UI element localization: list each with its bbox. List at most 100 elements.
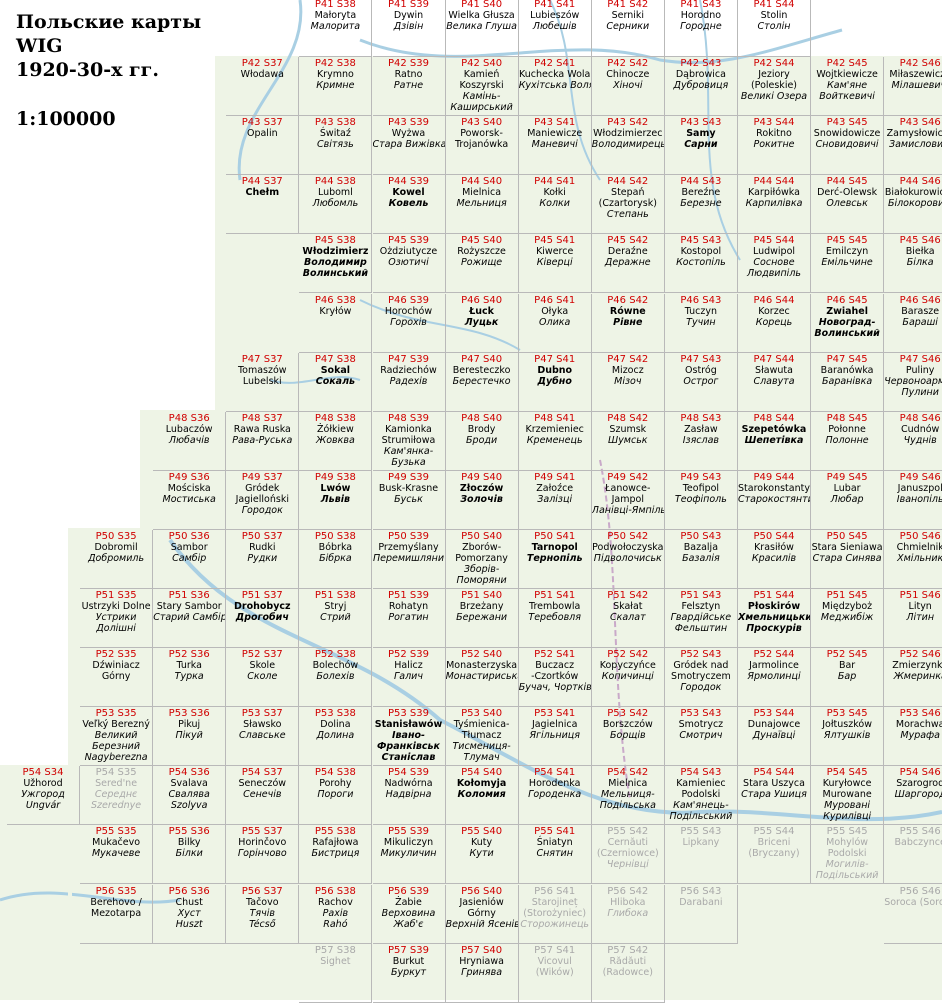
map-sheet-p46-s42[interactable]: P46 S42 Równe Рівне [591, 293, 665, 353]
map-sheet-p47-s44[interactable]: P47 S44 Sławuta Славута [738, 352, 811, 412]
map-sheet-p43-s37[interactable]: P43 S37 Opalin [226, 116, 300, 176]
map-sheet-p54-s34[interactable]: P54 S34 Užhorod Ужгород Ungvár [7, 766, 80, 826]
map-sheet-p46-s39[interactable]: P46 S39 Horochów Горохів [372, 293, 446, 353]
map-sheet-p54-s40[interactable]: P54 S40 Kołomyja Коломия [445, 766, 519, 826]
map-sheet-p54-s36[interactable]: P54 S36 Svalava Свалява Szolyva [153, 766, 227, 826]
map-sheet-p52-s35[interactable]: P52 S35 Dźwiniacz Górny [80, 648, 154, 708]
map-sheet-p54-s38[interactable]: P54 S38 Porohy Пороги [299, 766, 373, 826]
map-sheet-p51-s35[interactable]: P51 S35 Ustrzyki Dolne Устрики Долішні [80, 589, 154, 648]
map-sheet-p56-s40[interactable]: P56 S40 Jasieniów Górny Верхній Ясенів [445, 884, 519, 944]
map-sheet-p43-s39[interactable]: P43 S39 Wyżwa Стара Вижівка [372, 116, 446, 176]
map-sheet-p51-s40[interactable]: P51 S40 Brzeżany Бережани [445, 589, 519, 648]
map-sheet-p57-s40[interactable]: P57 S40 Hryniawa Гринява [445, 943, 519, 1003]
map-sheet-p52-s42[interactable]: P52 S42 Kopyczyńce Копичинці [591, 648, 665, 708]
map-sheet-p53-s38[interactable]: P53 S38 Dolina Долина [299, 707, 373, 767]
map-sheet-p48-s37[interactable]: P48 S37 Rawa Ruska Рава-Руська [226, 411, 300, 471]
map-sheet-p46-s40[interactable]: P46 S40 Łuck Луцьк [445, 293, 519, 353]
map-sheet-p52-s38[interactable]: P52 S38 Bolechów Болехів [299, 648, 373, 708]
map-sheet-p47-s42[interactable]: P47 S42 Mizocz Мізоч [591, 352, 665, 412]
map-sheet-p44-s41[interactable]: P44 S41 Kołki Колки [518, 175, 592, 235]
map-sheet-p54-s42[interactable]: P54 S42 Mielnica Мельниця- Подільська [591, 766, 665, 826]
map-sheet-p48-s46[interactable]: P48 S46 Cudnów Чуднів [884, 412, 942, 471]
map-sheet-p45-s42[interactable]: P45 S42 Deraźne Деражне [591, 234, 665, 294]
map-sheet-p49-s46[interactable]: P49 S46 Januszpol Іванопіль [884, 471, 942, 530]
map-sheet-p42-s45[interactable]: P42 S45 Wojtkiewicze Кам'яне Войткевичі [811, 57, 885, 117]
map-sheet-p43-s46[interactable]: P43 S46ZamysłowiczeЗамисловичі [884, 116, 942, 176]
map-sheet-p48-s45[interactable]: P48 S45 Połonne Полонне [811, 411, 885, 471]
map-sheet-p54-s35[interactable]: P54 S35 Sered'ne Середнє Szerednye [80, 766, 154, 826]
map-sheet-p50-s37[interactable]: P50 S37 Rudki Рудки [226, 529, 300, 589]
map-sheet-p41-s39[interactable]: P41 S39 Dywin Дзівін [372, 0, 446, 57]
map-sheet-p53-s45[interactable]: P53 S45 Jołtuszków Ялтушків [811, 707, 885, 767]
map-sheet-p55-s38[interactable]: P55 S38 Rafajłowa Бистриця [299, 825, 373, 885]
map-sheet-p44-s38[interactable]: P44 S38 Luboml Любомль [299, 175, 373, 235]
map-sheet-p50-s46[interactable]: P50 S46 Chmielnik Хмільник [884, 530, 942, 589]
map-sheet-p42-s38[interactable]: P42 S38 Krymno Кримне [299, 57, 373, 117]
map-sheet-p41-s43[interactable]: P41 S43 Horodno Городне [664, 0, 738, 57]
map-sheet-p48-s36[interactable]: P48 S36 Lubaczów Любачів [153, 411, 227, 471]
map-sheet-p53-s37[interactable]: P53 S37 Sławsko Славське [226, 707, 300, 767]
map-sheet-p53-s43[interactable]: P53 S43 Smotrycz Смотрич [664, 707, 738, 767]
map-sheet-p51-s44[interactable]: P51 S44 Płoskirów Хмельницький Проскурів [738, 589, 811, 648]
map-sheet-p55-s42[interactable]: P55 S42 Cernăuti (Czerniowce) Чернівці [591, 825, 665, 885]
map-sheet-p47-s45[interactable]: P47 S45 Baranówka Баранівка [811, 352, 885, 412]
map-sheet-p45-s41[interactable]: P45 S41 Kiwerce Ківерці [518, 234, 592, 294]
map-sheet-p55-s44[interactable]: P55 S44 Briceni (Bryczany) [738, 825, 811, 885]
map-sheet-p42-s44[interactable]: P42 S44 Jeziory (Poleskie) Великі Озера [738, 57, 811, 117]
map-sheet-p50-s38[interactable]: P50 S38 Bóbrka Бібрка [299, 529, 373, 589]
map-sheet-p52-s37[interactable]: P52 S37 Skole Сколе [226, 648, 300, 708]
map-sheet-p41-s42[interactable]: P41 S42 Serniki Серники [591, 0, 665, 57]
map-sheet-p49-s39[interactable]: P49 S39 Busk-Krasne Буськ [372, 470, 446, 530]
map-sheet-p50-s45[interactable]: P50 S45 Stara Sieniawa Стара Синява [811, 529, 885, 589]
map-sheet-p54-s45[interactable]: P54 S45 Kuryłowce Murowane Мурованi Курилівц… [811, 766, 885, 826]
map-sheet-p52-s40[interactable]: P52 S40 Monasterzyska Монастириська [445, 648, 519, 708]
map-sheet-p47-s39[interactable]: P47 S39 Radziechów Радехів [372, 352, 446, 412]
map-sheet-p41-s41[interactable]: P41 S41 Lubieszów Любешів [518, 0, 592, 57]
map-sheet-p50-s43[interactable]: P50 S43 Bazalja Базалія [664, 529, 738, 589]
map-sheet-p47-s46[interactable]: P47 S46PulinyЧервоноармійськПулини [884, 353, 942, 412]
map-sheet-p53-s35[interactable]: P53 S35 Veľký Berezný Великий Березний Nagyb… [80, 707, 154, 767]
map-sheet-p51-s46[interactable]: P51 S46 Lityn Літин [884, 589, 942, 648]
map-sheet-p45-s40[interactable]: P45 S40 Rożyszcze Рожище [445, 234, 519, 294]
map-sheet-p48-s39[interactable]: P48 S39 Kamionka Strumiłowa Кам'янка- Бузька [372, 411, 446, 471]
map-sheet-p41-s44[interactable]: P41 S44 Stolin Столін [738, 0, 811, 57]
map-sheet-p43-s38[interactable]: P43 S38 Świtaź Світязь [299, 116, 373, 176]
map-sheet-p51-s39[interactable]: P51 S39 Rohatyn Рогатин [372, 589, 446, 648]
map-sheet-p54-s43[interactable]: P54 S43 Kamieniec Podolski Кам'янець- Поділь… [664, 766, 738, 826]
map-sheet-p43-s41[interactable]: P43 S41 Maniewicze Маневичі [518, 116, 592, 176]
map-sheet-p48-s43[interactable]: P48 S43 Zasław Ізяслав [664, 411, 738, 471]
map-sheet-p45-s38[interactable]: P45 S38 Włodzimierz Володимир Волинський [299, 234, 373, 294]
map-sheet-p57-s39[interactable]: P57 S39 Burkut Буркут [372, 943, 446, 1003]
map-sheet-p48-s38[interactable]: P48 S38 Żółkiew Жовква [299, 411, 373, 471]
map-sheet-p55-s43[interactable]: P55 S43 Lipkany [664, 825, 738, 885]
map-sheet-p51-s45[interactable]: P51 S45 Międzyboż Меджибіж [811, 589, 885, 648]
map-sheet-p55-s40[interactable]: P55 S40 Kuty Кути [445, 825, 519, 885]
map-sheet-p42-s41[interactable]: P42 S41 Kuchecka Wola Кухітська Воля [518, 57, 592, 117]
map-sheet-p49-s38[interactable]: P49 S38 Lwów Львів [299, 470, 373, 530]
map-sheet-p52-s41[interactable]: P52 S41 Buczacz -Czortków Бучач, Чортків [518, 648, 592, 708]
map-sheet-p47-s38[interactable]: P47 S38 Sokal Сокаль [299, 352, 373, 412]
map-sheet-p55-s39[interactable]: P55 S39 Mikuliczyn Микуличин [372, 825, 446, 885]
map-sheet-p49-s43[interactable]: P49 S43 Teofipol Теофіполь [664, 470, 738, 530]
map-sheet-p44-s42[interactable]: P44 S42 Stepań (Czartorysk) Степань [591, 175, 665, 235]
map-sheet-p41-s38[interactable]: P41 S38 Małoryta Малорита [299, 0, 373, 57]
map-sheet-p56-s36[interactable]: P56 S36 Chust Хуст Huszt [153, 884, 227, 944]
map-sheet-p50-s39[interactable]: P50 S39 Przemyślany Перемишляни [372, 529, 446, 589]
map-sheet-p47-s37[interactable]: P47 S37 Tomaszów Lubelski [226, 352, 300, 412]
map-sheet-p43-s40[interactable]: P43 S40 Poworsk- Trojanówka [445, 116, 519, 176]
map-sheet-p52-s43[interactable]: P52 S43 Gródek nad Smotryczem Городок [664, 648, 738, 708]
map-sheet-p47-s41[interactable]: P47 S41 Dubno Дубно [518, 352, 592, 412]
map-sheet-p51-s36[interactable]: P51 S36 Stary Sambor Старий Самбір [153, 589, 227, 648]
map-sheet-p54-s46[interactable]: P54 S46 Szarogrod Шаргород [884, 766, 942, 826]
map-sheet-p57-s38[interactable]: P57 S38 Sighet [299, 943, 373, 1003]
map-sheet-p44-s37[interactable]: P44 S37 Chełm [226, 175, 300, 235]
map-sheet-p49-s41[interactable]: P49 S41 Załoźce Залізці [518, 470, 592, 530]
map-sheet-p47-s43[interactable]: P47 S43 Ostróg Острог [664, 352, 738, 412]
map-sheet-p46-s38[interactable]: P46 S38 Kryłów [299, 293, 373, 353]
map-sheet-p44-s40[interactable]: P44 S40 Mielnica Мельниця [445, 175, 519, 235]
map-sheet-p52-s44[interactable]: P52 S44 Jarmolince Ярмолинці [738, 648, 811, 708]
map-sheet-p50-s41[interactable]: P50 S41 Tarnopol Тернопіль [518, 529, 592, 589]
map-sheet-p51-s38[interactable]: P51 S38 Stryj Стрий [299, 589, 373, 648]
map-sheet-p45-s46[interactable]: P45 S46 Biełka Білка [884, 234, 942, 294]
